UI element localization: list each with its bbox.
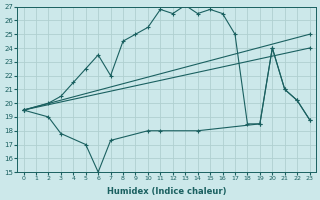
X-axis label: Humidex (Indice chaleur): Humidex (Indice chaleur) bbox=[107, 187, 226, 196]
